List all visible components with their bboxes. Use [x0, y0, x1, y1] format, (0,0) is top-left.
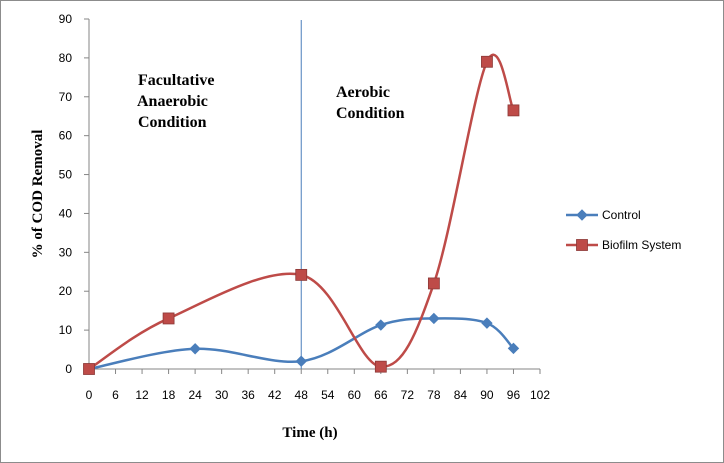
data-point [375, 319, 387, 331]
x-tick-label: 90 [480, 388, 494, 402]
legend-swatch-marker [576, 209, 588, 221]
annotation-line: Facultative [138, 72, 214, 89]
y-tick-label: 50 [59, 168, 73, 182]
data-point [428, 312, 440, 325]
legend-item-1: Control [566, 208, 641, 222]
legend-swatch-marker [576, 239, 588, 251]
series-2 [83, 53, 520, 375]
y-tick-label: 30 [59, 245, 73, 259]
annotations: Facultative Anaerobic Condition Aerobic Cond… [137, 72, 405, 131]
x-tick-label: 54 [321, 388, 335, 402]
x-tick-label: 72 [401, 388, 415, 402]
data-point [507, 342, 520, 355]
series-group [83, 53, 520, 375]
x-tick-label: 0 [86, 388, 93, 402]
y-tick-label: 80 [59, 51, 73, 65]
x-tick-label: 102 [530, 388, 550, 402]
x-tick-label: 24 [188, 388, 202, 402]
x-tick-label: 42 [268, 388, 282, 402]
annotation-2: Aerobic Condition [336, 84, 405, 122]
annotation-1: Facultative Anaerobic Condition [137, 72, 214, 131]
y-tick-label: 40 [59, 206, 73, 220]
data-point [162, 312, 175, 325]
annotation-line: Condition [336, 105, 405, 122]
data-point [83, 363, 95, 375]
data-point [507, 104, 520, 117]
data-point [374, 360, 387, 373]
data-point [295, 355, 307, 367]
y-tick-label: 60 [59, 129, 73, 143]
y-tick-label: 10 [59, 323, 73, 337]
y-tick-label: 20 [59, 284, 73, 298]
legend: Control Biofilm System [566, 208, 681, 252]
x-tick-label: 66 [374, 388, 388, 402]
annotation-line: Condition [138, 114, 207, 131]
x-tick-label: 48 [295, 388, 309, 402]
x-tick-label: 96 [507, 388, 521, 402]
x-tick-label: 60 [348, 388, 362, 402]
legend-item-2: Biofilm System [566, 238, 681, 252]
x-axis-label: Time (h) [282, 425, 337, 441]
legend-label: Control [602, 208, 641, 222]
axes [84, 18, 541, 374]
x-tick-label: 84 [454, 388, 468, 402]
annotation-line: Aerobic [336, 84, 390, 101]
x-tick-label: 12 [135, 388, 149, 402]
data-point [427, 277, 440, 290]
tick-labels: 0 10 20 30 40 50 60 70 80 90 0 6 12 18 24 30 36 42 48 54 60 6… [59, 12, 551, 402]
annotation-line: Anaerobic [137, 93, 208, 110]
x-tick-label: 36 [241, 388, 255, 402]
data-point [295, 268, 308, 281]
data-point [189, 343, 201, 355]
x-tick-label: 78 [427, 388, 441, 402]
data-point [481, 317, 493, 329]
y-axis-label: % of COD Removal [30, 130, 46, 259]
legend-label: Biofilm System [602, 238, 681, 252]
data-point [481, 55, 493, 68]
y-tick-label: 90 [59, 12, 73, 26]
y-tick-label: 0 [65, 362, 72, 376]
x-tick-label: 18 [162, 388, 176, 402]
y-tick-label: 70 [59, 90, 73, 104]
x-tick-label: 6 [112, 388, 119, 402]
x-tick-label: 30 [215, 388, 229, 402]
